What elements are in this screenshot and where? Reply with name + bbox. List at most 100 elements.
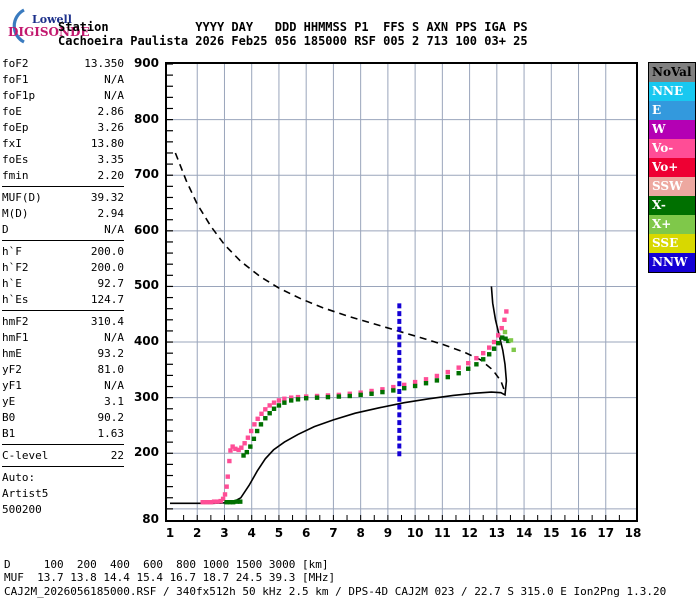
legend-item-vo-: Vo+ <box>649 158 695 177</box>
param-row: h`F 200.0 <box>2 244 124 260</box>
param-row: foF2 13.350 <box>2 56 124 72</box>
param-key: B0 <box>2 411 16 424</box>
y-tick-label: 400 <box>133 334 159 349</box>
param-value: N/A <box>104 89 124 102</box>
param-row: C-level 22 <box>2 448 124 464</box>
divider <box>2 310 124 311</box>
param-row: fxI 13.80 <box>2 136 124 152</box>
svg-text:Lowell: Lowell <box>32 13 72 26</box>
param-value: 39.32 <box>90 191 124 204</box>
ionogram-parameter-panel: foF2 13.350 foF1 N/A foF1p N/A foE 2.86 … <box>2 56 124 518</box>
ionogram-plot-area[interactable] <box>165 62 638 522</box>
footer-muf-row: MUF 13.7 13.8 14.4 15.4 16.7 18.7 24.5 3… <box>4 571 336 584</box>
param-block-confidence: C-level 22 <box>2 448 124 464</box>
y-tick-label: 80 <box>142 512 159 526</box>
x-tick-label: 9 <box>383 526 393 540</box>
param-key: foF2 <box>2 57 29 70</box>
param-row: fmin 2.20 <box>2 168 124 184</box>
x-tick-label: 12 <box>461 526 478 540</box>
y-tick-label: 500 <box>133 278 159 293</box>
digisonde-logo: Lowell DIGISONDE <box>2 6 106 46</box>
legend-item-vo-: Vo- <box>649 139 695 158</box>
x-tick-label: 15 <box>542 526 560 540</box>
param-row: foF1 N/A <box>2 72 124 88</box>
param-key: fxI <box>2 137 22 150</box>
x-tick-label: 8 <box>356 526 365 540</box>
divider <box>2 240 124 241</box>
param-value: 124.7 <box>90 293 124 306</box>
param-row: yF1 N/A <box>2 378 124 394</box>
param-value: 90.2 <box>97 411 125 424</box>
param-key: yE <box>2 395 16 408</box>
param-key: hmF1 <box>2 331 29 344</box>
divider <box>2 444 124 445</box>
param-row: hmF1 N/A <box>2 330 124 346</box>
vertical-marker-line <box>397 303 402 457</box>
series-o-trace-vo- <box>200 309 509 505</box>
param-row: hmF2 310.4 <box>2 314 124 330</box>
legend-item-nne: NNE <box>649 82 695 101</box>
svg-text:DIGISONDE: DIGISONDE <box>8 25 90 39</box>
divider <box>2 466 124 467</box>
grid-lines <box>167 64 636 520</box>
x-tick-label: 1 <box>165 526 175 540</box>
param-block-muf: MUF(D) 39.32 M(D) 2.94 D N/A <box>2 190 124 238</box>
param-row: h`Es 124.7 <box>2 292 124 308</box>
param-value: 310.4 <box>90 315 124 328</box>
param-row: M(D) 2.94 <box>2 206 124 222</box>
y-tick-label: 900 <box>133 56 159 70</box>
autoscaler-version: 500200 <box>2 503 42 516</box>
param-value: N/A <box>104 73 124 86</box>
x-tick-label: 11 <box>433 526 451 540</box>
x-tick-label: 7 <box>329 526 338 540</box>
param-key: h`F <box>2 245 22 258</box>
ionogram-canvas <box>167 64 636 520</box>
param-row: yF2 81.0 <box>2 362 124 378</box>
x-tick-label: 6 <box>301 526 311 540</box>
x-tick-label: 5 <box>274 526 284 540</box>
y-tick-label: 800 <box>133 111 159 126</box>
legend-item-x-: X- <box>649 196 695 215</box>
param-value: 2.86 <box>97 105 125 118</box>
param-value: N/A <box>104 379 124 392</box>
param-value: 13.350 <box>84 57 124 70</box>
x-tick-label: 18 <box>624 526 642 540</box>
x-tick-label: 16 <box>570 526 587 540</box>
param-value: 2.94 <box>97 207 125 220</box>
legend-item-x-: X+ <box>649 215 695 234</box>
param-key: M(D) <box>2 207 29 220</box>
param-block-virtual-heights: h`F 200.0 h`F2 200.0 h`E 92.7 h`Es 124.7 <box>2 244 124 308</box>
param-row: B0 90.2 <box>2 410 124 426</box>
param-key: B1 <box>2 427 16 440</box>
param-key: h`F2 <box>2 261 29 274</box>
param-row: foE 2.86 <box>2 104 124 120</box>
param-value: 93.2 <box>97 347 125 360</box>
param-key: foE <box>2 105 22 118</box>
x-tick-label: 13 <box>488 526 506 540</box>
param-key: foEp <box>2 121 29 134</box>
param-value: N/A <box>104 223 124 236</box>
x-tick-label: 17 <box>597 526 615 540</box>
param-block-frequencies: foF2 13.350 foF1 N/A foF1p N/A foE 2.86 … <box>2 56 124 184</box>
param-value: 3.26 <box>97 121 125 134</box>
param-row: yE 3.1 <box>2 394 124 410</box>
param-key: hmF2 <box>2 315 29 328</box>
x-tick-label: 14 <box>515 526 533 540</box>
header-columns-row: Station YYYY DAY DDD HHMMSS P1 FFS S AXN… <box>58 20 528 34</box>
x-tick-label: 4 <box>247 526 256 540</box>
param-key: yF1 <box>2 379 22 392</box>
param-key: MUF(D) <box>2 191 42 204</box>
param-block-peak-heights: hmF2 310.4 hmF1 N/A hmE 93.2 yF2 81.0 yF… <box>2 314 124 442</box>
legend-item-ssw: SSW <box>649 177 695 196</box>
param-value: 22 <box>110 449 124 462</box>
footer-file-info: CAJ2M_2026056185000.RSF / 340fx512h 50 k… <box>4 585 667 598</box>
param-key: fmin <box>2 169 29 182</box>
param-value: 1.63 <box>97 427 125 440</box>
y-tick-label: 200 <box>133 445 159 460</box>
legend-item-noval: NoVal <box>649 63 695 82</box>
param-key: foF1 <box>2 73 29 86</box>
x-tick-label: 3 <box>220 526 229 540</box>
param-value: 13.80 <box>90 137 124 150</box>
param-key: foEs <box>2 153 29 166</box>
param-value: 200.0 <box>90 245 124 258</box>
